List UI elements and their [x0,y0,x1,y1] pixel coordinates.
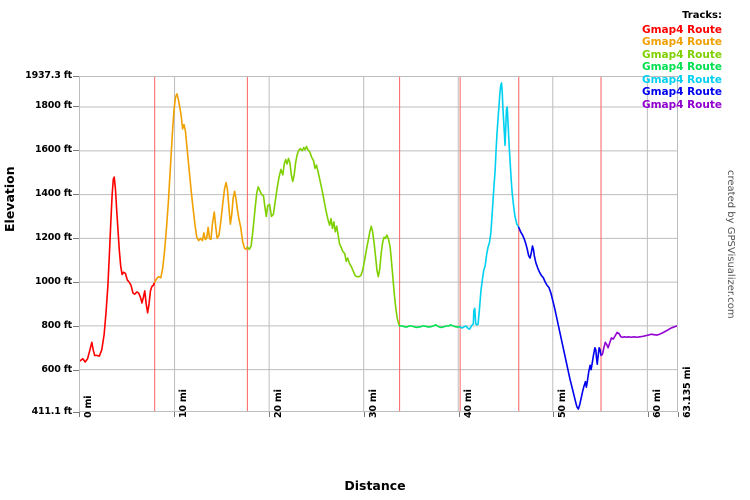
y-tick-mark [73,150,79,152]
y-tick-mark [73,194,79,196]
x-tick-mark [173,412,175,417]
y-tick-label: 411.1 ft [31,406,73,417]
x-tick-mark [363,412,365,417]
y-tick-label: 1600 ft [34,144,72,156]
y-axis-tick-labels: 1937.3 ft 1800 ft 1600 ft 1400 ft 1200 ft 100… [0,0,79,500]
x-tick-label: 60 mi [652,389,664,418]
plot-area [79,76,678,412]
x-tick-mark [553,412,555,417]
track-lines [80,77,677,411]
y-tick-label: 1200 ft [34,232,72,244]
y-tick-mark [73,106,79,108]
y-tick-mark [73,412,79,413]
legend-item-0[interactable]: Gmap4 Route [641,23,722,36]
x-tick-mark [678,412,679,417]
x-tick-label: 30 mi [367,389,379,418]
x-tick-mark [648,412,650,417]
credit-text: created by GPSVisualizer.com [725,170,736,319]
x-tick-mark [79,412,80,417]
y-tick-mark [73,370,79,372]
x-tick-label: 63.135 mi [682,366,693,418]
y-tick-mark [73,238,79,240]
legend-item-6[interactable]: Gmap4 Route [641,98,722,111]
y-tick-mark [73,282,79,284]
y-tick-mark [73,76,79,77]
x-tick-label: 20 mi [272,389,284,418]
x-tick-mark [268,412,270,417]
legend-item-3[interactable]: Gmap4 Route [641,61,722,73]
legend-entries: Gmap4 Route Gmap4 Route Gmap4 Route Gmap4 R… [642,24,722,112]
legend-item-1[interactable]: Gmap4 Route [641,36,722,48]
x-tick-label: 40 mi [462,389,474,418]
y-tick-label: 800 ft [41,320,72,332]
x-tick-label: 0 mi [83,395,94,418]
y-tick-label: 1937.3 ft [25,70,72,81]
gridlines [80,77,677,411]
x-tick-label: 50 mi [557,389,569,418]
legend-title: Tracks: [682,10,722,21]
x-tick-mark [458,412,460,417]
y-tick-label: 1800 ft [34,100,72,112]
x-tick-label: 10 mi [177,389,189,418]
y-tick-label: 600 ft [41,364,72,376]
y-tick-label: 1400 ft [34,188,72,200]
legend-item-5[interactable]: Gmap4 Route [641,86,722,98]
legend-item-4[interactable]: Gmap4 Route [641,73,722,86]
legend-item-2[interactable]: Gmap4 Route [641,48,722,61]
segment-divider-lines [80,77,677,411]
x-axis-title: Distance [344,478,406,493]
legend: Tracks: Gmap4 Route Gmap4 Route Gmap4 Rout… [642,10,722,111]
y-tick-label: 1000 ft [34,276,72,288]
y-tick-mark [73,326,79,328]
